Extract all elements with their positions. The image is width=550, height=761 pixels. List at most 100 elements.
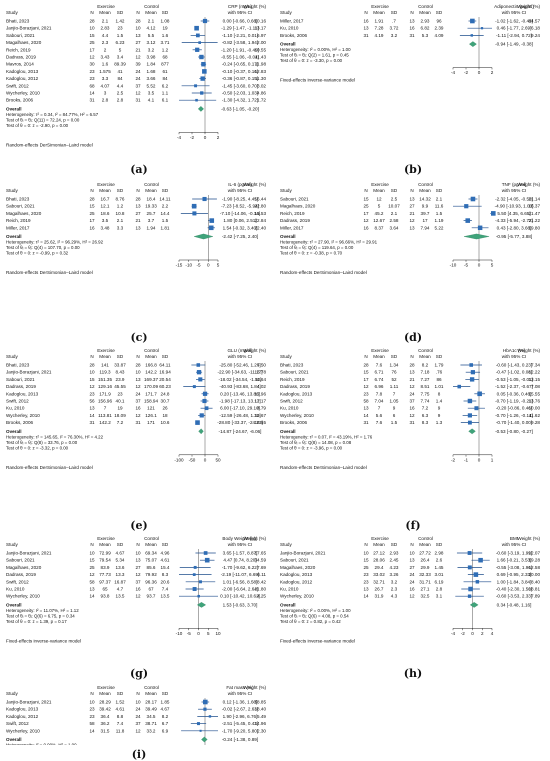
study-weight: 18.81: [529, 587, 541, 592]
study-name: Miller, 2017: [6, 225, 30, 230]
study-weight: 19.80: [529, 225, 541, 230]
exercise-value: 2.45: [390, 558, 399, 563]
exercise-value: 19: [117, 406, 123, 411]
study-estimate-square: [192, 573, 196, 576]
control-value: 4.96: [161, 551, 170, 556]
control-value: 7.2: [422, 406, 429, 411]
heterogeneity-stat: Test of θᵢ = θⱼ: Q(6) = 6.75, p = 0.34: [6, 613, 75, 618]
exercise-value: 2.58: [390, 218, 399, 223]
study-name: Kadoglou, 2013: [6, 69, 39, 74]
group1-header: Exercise: [371, 4, 389, 9]
control-value: 75.07: [145, 558, 157, 563]
overall-diamond: [468, 428, 476, 435]
group2-header: Control: [418, 536, 433, 541]
control-value: 3.66: [147, 76, 156, 81]
model-label: Random-effects DerSimonian–Laird model: [280, 270, 367, 275]
study-name: Ku, 2010: [280, 406, 299, 411]
x-tick-label: -4: [177, 135, 182, 140]
overall-diamond: [196, 602, 207, 608]
study-estimate-square: [199, 54, 204, 60]
exercise-value: 10: [89, 370, 95, 375]
study-estimate-square: [198, 377, 203, 382]
study-estimate-square: [209, 218, 215, 223]
forest-plot-svg: Exercise Control Adiponectin (μg/ml)Weight…: [280, 4, 540, 83]
study-name: Janjio-Borazjani, 2021: [280, 551, 326, 556]
exercise-value: 23: [89, 69, 95, 74]
x-tick-label: 1: [491, 457, 494, 462]
study-ci-text: 0.05 [-0.36, 0.46]: [497, 391, 532, 396]
control-value: 37: [135, 721, 141, 726]
study-name: Ku, 2010: [6, 406, 25, 411]
heterogeneity-stat: Test of θᵢ = θⱼ: Q(4) = 119.64, p = 0.00: [280, 245, 354, 250]
group1-header: Exercise: [371, 348, 389, 353]
study-weight: 10.16: [255, 19, 267, 24]
control-value: 11.6: [435, 204, 444, 209]
control-value: 93.7: [147, 594, 156, 599]
column-header: N: [136, 354, 139, 359]
x-tick-label: 2: [481, 631, 484, 636]
exercise-value: 26.7: [375, 587, 384, 592]
heterogeneity-stat: Test of θᵢ = θⱼ: Q(6) = 4.08, p = 0.54: [280, 613, 349, 618]
control-value: 1.85: [161, 700, 170, 705]
study-estimate-square: [467, 594, 472, 598]
study-name: Dadrass, 2019: [6, 384, 36, 389]
column-header: Mean: [99, 691, 111, 696]
exercise-value: 11.8: [116, 728, 125, 733]
study-weight: 13.76: [529, 399, 541, 404]
study-weight: 13.15: [529, 377, 541, 382]
overall-diamond: [198, 428, 204, 435]
control-value: 877: [161, 62, 169, 67]
exercise-value: 8.37: [375, 225, 384, 230]
control-value: 69.34: [145, 551, 157, 556]
study-weight: 5.49: [257, 714, 266, 719]
exercise-value: 28: [363, 363, 369, 368]
control-value: 30.7: [161, 399, 170, 404]
column-header: Mean: [419, 10, 431, 15]
exercise-value: 45.55: [114, 384, 126, 389]
exercise-value: 45.2: [375, 211, 384, 216]
study-estimate-square: [473, 572, 479, 577]
x-tick-label: 0: [204, 135, 207, 140]
study-estimate-square: [467, 565, 472, 570]
ci-header: with 95% CI: [502, 10, 527, 15]
control-value: 126.1: [145, 413, 157, 418]
group1-header: Exercise: [371, 182, 389, 187]
study-ci-text: -1.70 [-9.62, 6.22]: [222, 565, 258, 570]
control-value: 31.71: [419, 579, 431, 584]
exercise-value: 25: [363, 565, 369, 570]
x-tick-label: -10: [450, 263, 457, 268]
column-header: N: [90, 10, 93, 15]
control-value: 24: [135, 707, 141, 712]
forest-plot-svg: Exercise Control IL-6 (pg/ml)Weight (%) Stu…: [6, 182, 266, 275]
study-weight: 9.28: [531, 420, 540, 425]
control-value: 8.3: [162, 572, 169, 577]
exercise-value: 7: [393, 391, 396, 396]
exercise-value: 141: [101, 363, 109, 368]
study-name: Ku, 2010: [280, 26, 299, 31]
study-estimate-square: [203, 699, 208, 705]
control-value: 37: [135, 579, 141, 584]
control-value: 33.2: [147, 728, 156, 733]
panel-label: (h): [403, 667, 423, 680]
heterogeneity-stat: Test of θᵢ = θⱼ: Q(2) = 1.61, p = 0.45: [280, 53, 349, 58]
control-value: 3.1: [436, 594, 443, 599]
exercise-value: 8.76: [116, 197, 125, 202]
x-tick-label: 0: [478, 70, 481, 75]
group2-header: Control: [144, 685, 159, 690]
overall-label: Overall: [6, 737, 22, 742]
study-weight: 10.00: [529, 406, 541, 411]
control-value: 20.6: [161, 579, 170, 584]
control-value: 12: [135, 594, 141, 599]
column-header: Mean: [145, 188, 157, 193]
control-value: 2.93: [421, 19, 430, 24]
heterogeneity-stat: Heterogeneity: I² = 11.07%, H² = 1.12: [6, 608, 79, 613]
control-value: 13: [135, 558, 141, 563]
control-value: 21: [135, 47, 141, 52]
exercise-value: 39.42: [99, 707, 111, 712]
overall-diamond: [469, 602, 479, 608]
control-value: 12: [409, 384, 415, 389]
study-name: Wycherley, 2010: [280, 413, 314, 418]
study-name: Swift, 2012: [6, 83, 29, 88]
control-value: 12: [409, 594, 415, 599]
study-ci-text: -1.10 [-2.21, 0.01]: [222, 33, 258, 38]
